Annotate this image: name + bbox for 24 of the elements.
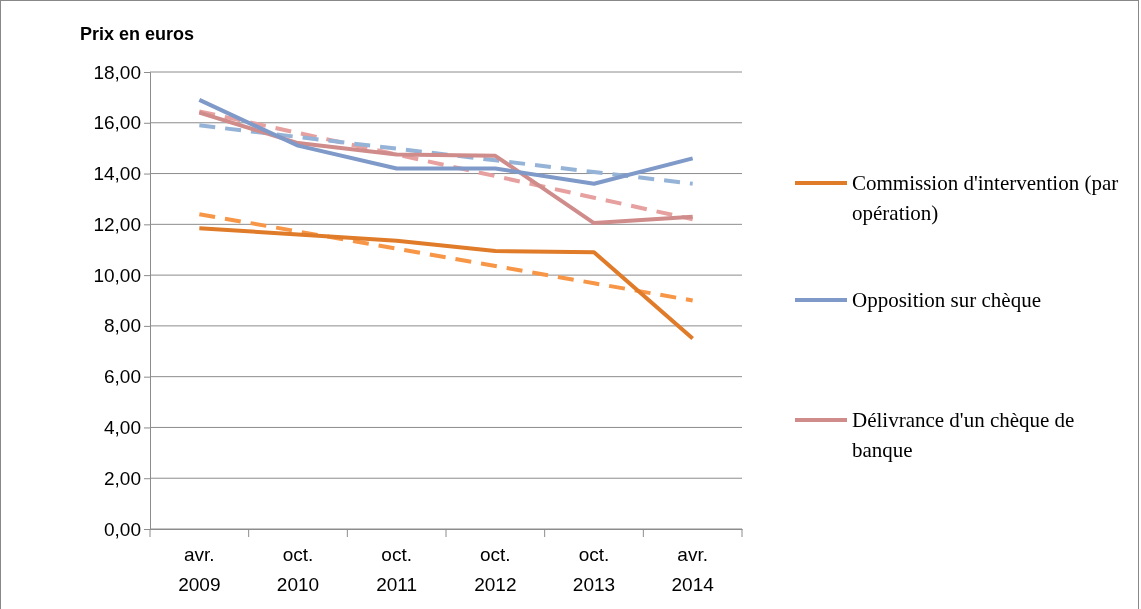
x-tick-label: oct. 2010 (276, 544, 320, 595)
y-tick-label: 0,00 (104, 518, 141, 540)
x-tick-label: oct. 2011 (376, 544, 418, 595)
legend-label: Délivrance d'un chèque de banque (852, 408, 1075, 462)
y-tick-label: 18,00 (93, 61, 141, 83)
y-tick-label: 8,00 (104, 315, 141, 337)
x-tick-label: avr. 2009 (178, 544, 221, 595)
legend-label: Commission d'intervention (par opération) (852, 171, 1119, 225)
line-series (197, 212, 695, 303)
x-tick-label: oct. 2012 (474, 544, 517, 595)
y-tick-label: 6,00 (104, 366, 141, 388)
y-tick-label: 4,00 (104, 417, 141, 439)
x-tick-label: avr. 2014 (671, 544, 715, 595)
line-series (197, 97, 695, 186)
y-tick-label: 16,00 (93, 112, 141, 134)
line-series (197, 226, 695, 341)
legend-label: Opposition sur chèque (852, 288, 1041, 312)
y-tick-label: 10,00 (93, 264, 141, 286)
x-tick-label: oct. 2013 (572, 544, 616, 595)
y-tick-label: 14,00 (93, 163, 141, 185)
y-tick-label: 12,00 (93, 213, 141, 235)
y-tick-label: 2,00 (104, 467, 141, 489)
chart-title: Prix en euros (80, 24, 195, 44)
line-series (197, 123, 695, 186)
